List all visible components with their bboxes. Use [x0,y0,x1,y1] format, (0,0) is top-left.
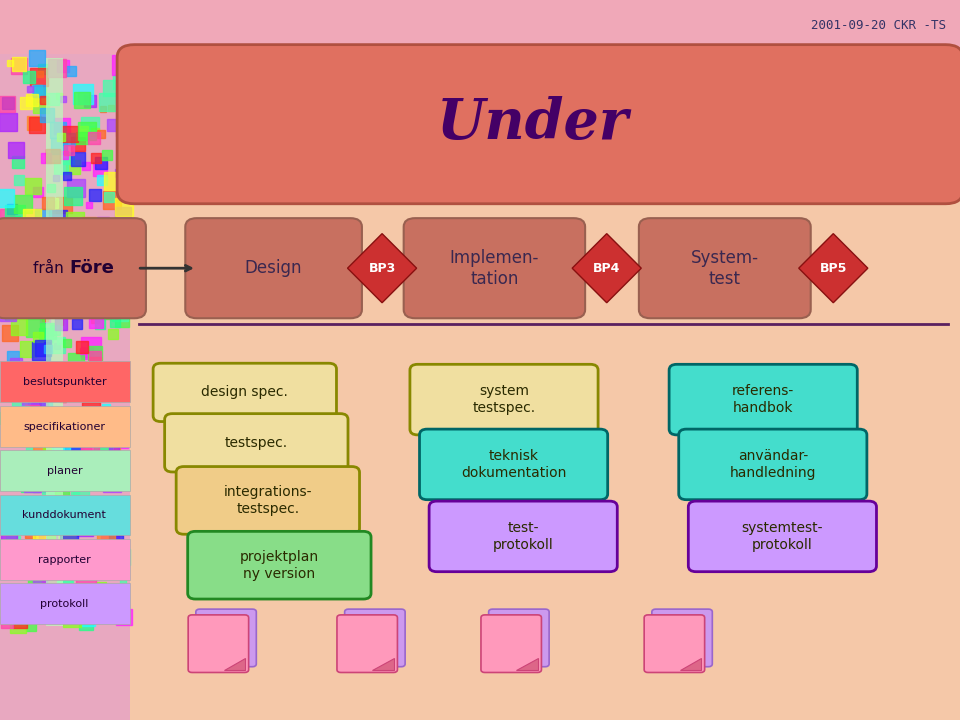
Text: test-
protokoll: test- protokoll [492,521,554,552]
Text: integrations-
testspec.: integrations- testspec. [224,485,312,516]
Text: Implemen-
tation: Implemen- tation [449,249,540,287]
FancyBboxPatch shape [165,413,348,472]
Text: beslutspunkter: beslutspunkter [22,377,107,387]
Text: 2001-09-20 CKR -TS: 2001-09-20 CKR -TS [810,19,946,32]
Polygon shape [516,658,538,670]
FancyBboxPatch shape [420,429,608,500]
Text: teknisk
dokumentation: teknisk dokumentation [461,449,566,480]
Text: systemtest-
protokoll: systemtest- protokoll [742,521,823,552]
FancyBboxPatch shape [652,609,712,667]
FancyBboxPatch shape [185,218,362,318]
FancyBboxPatch shape [154,364,337,422]
Text: Före: Före [69,259,114,277]
Text: rapporter: rapporter [38,555,90,564]
FancyBboxPatch shape [46,58,63,626]
FancyBboxPatch shape [337,615,397,672]
Text: Design: Design [245,259,302,277]
Polygon shape [680,658,701,670]
Text: projektplan
ny version: projektplan ny version [240,549,319,581]
Text: från: från [34,261,69,276]
FancyBboxPatch shape [188,615,249,672]
Text: design spec.: design spec. [202,385,288,400]
Text: system
testspec.: system testspec. [472,384,536,415]
Text: testspec.: testspec. [225,436,288,450]
FancyBboxPatch shape [0,361,130,402]
Text: Under: Under [437,96,629,151]
FancyBboxPatch shape [489,609,549,667]
Text: BP4: BP4 [593,261,620,275]
FancyBboxPatch shape [679,429,867,500]
Polygon shape [372,658,394,670]
Text: specifikationer: specifikationer [23,422,106,431]
FancyBboxPatch shape [188,531,372,599]
FancyBboxPatch shape [0,450,130,491]
FancyBboxPatch shape [0,495,130,536]
FancyBboxPatch shape [345,609,405,667]
FancyBboxPatch shape [196,609,256,667]
Text: protokoll: protokoll [40,599,88,609]
FancyBboxPatch shape [688,501,876,572]
Polygon shape [348,234,417,303]
FancyBboxPatch shape [0,583,130,624]
FancyBboxPatch shape [0,54,130,720]
FancyBboxPatch shape [481,615,541,672]
Polygon shape [224,658,245,670]
Text: BP5: BP5 [820,261,847,275]
Text: System-
test: System- test [691,249,758,287]
FancyBboxPatch shape [0,0,960,54]
Text: kunddokument: kunddokument [22,510,107,521]
FancyBboxPatch shape [0,406,130,446]
FancyBboxPatch shape [669,364,857,435]
FancyBboxPatch shape [403,218,585,318]
Text: planer: planer [46,466,83,476]
Text: BP3: BP3 [369,261,396,275]
FancyBboxPatch shape [429,501,617,572]
FancyBboxPatch shape [639,218,810,318]
Text: referens-
handbok: referens- handbok [732,384,794,415]
Polygon shape [799,234,868,303]
Text: användar-
handledning: användar- handledning [730,449,816,480]
FancyBboxPatch shape [0,218,146,318]
FancyBboxPatch shape [177,467,360,534]
Polygon shape [572,234,641,303]
FancyBboxPatch shape [117,45,960,204]
FancyBboxPatch shape [0,539,130,580]
FancyBboxPatch shape [644,615,705,672]
FancyBboxPatch shape [410,364,598,435]
